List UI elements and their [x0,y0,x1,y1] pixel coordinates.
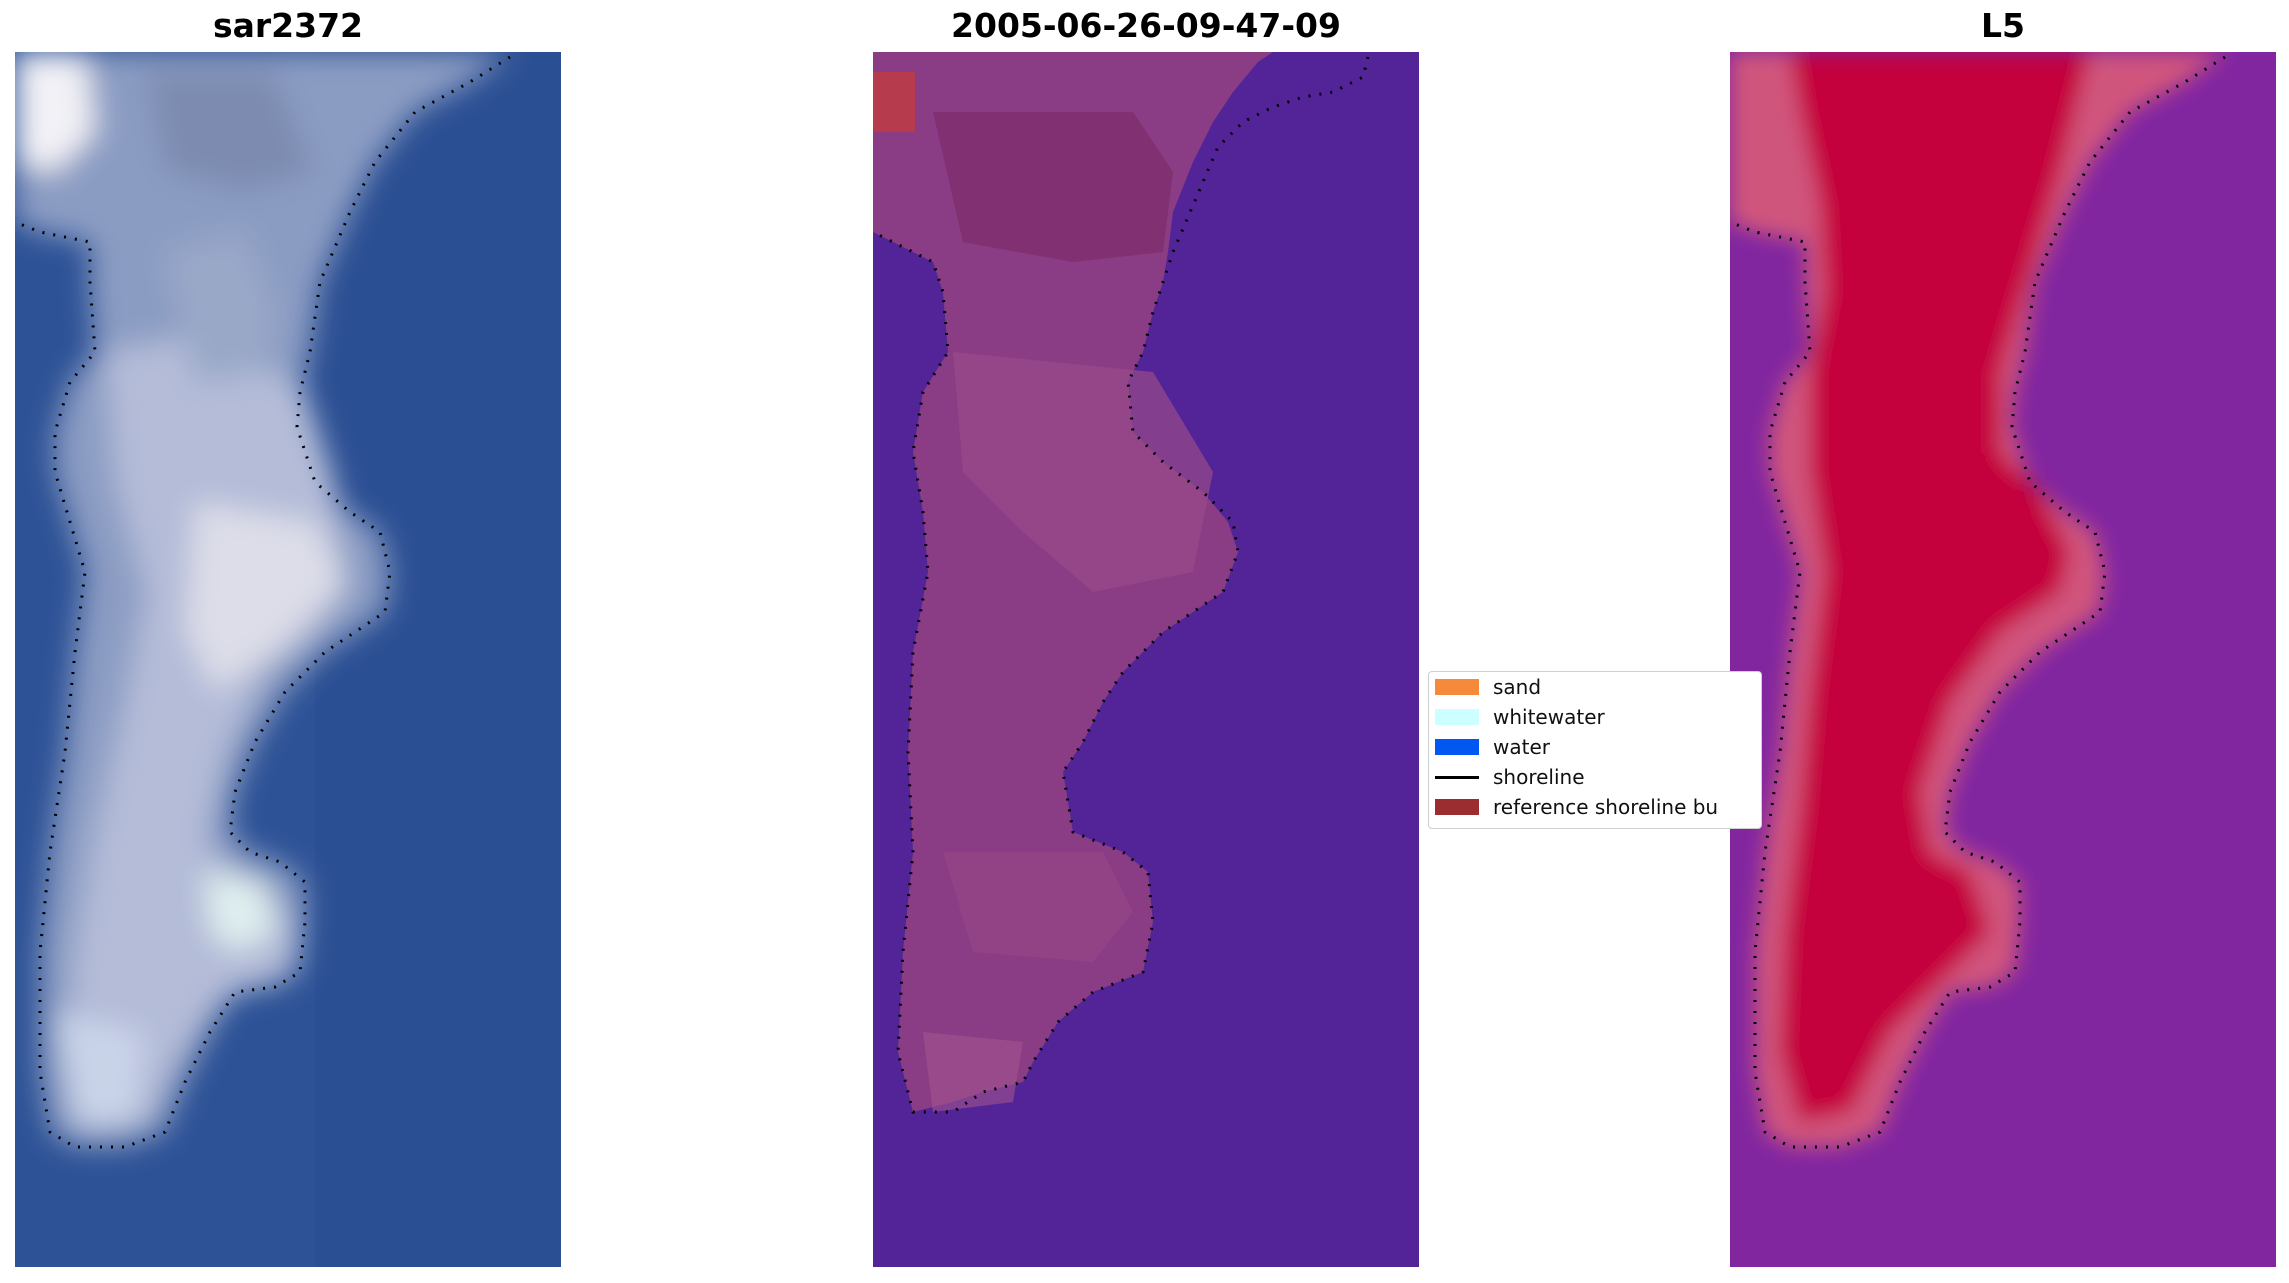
panel-title-2: 2005-06-26-09-47-09 [951,6,1341,45]
legend-label-shoreline: shoreline [1493,765,1585,789]
legend: sand whitewater water shoreline referenc… [1428,671,1762,829]
legend-item-water: water [1435,732,1550,762]
legend-label-reference-shoreline: reference shoreline bu [1493,795,1719,819]
panel-title-1: sar2372 [212,6,364,45]
legend-label-whitewater: whitewater [1493,705,1605,729]
legend-swatch-whitewater [1435,709,1479,725]
legend-swatch-sand [1435,679,1479,695]
legend-swatch-reference-shoreline [1435,799,1479,815]
panel-image-rgb [15,52,561,1267]
legend-label-water: water [1493,735,1550,759]
legend-item-whitewater: whitewater [1435,702,1605,732]
legend-item-reference-shoreline: reference shoreline bu [1435,792,1718,822]
legend-swatch-water [1435,739,1479,755]
legend-item-shoreline: shoreline [1435,762,1585,792]
legend-swatch-shoreline [1435,775,1479,779]
panel-image-classified [873,52,1419,1267]
panel-title-3: L5 [1981,6,2025,45]
legend-item-sand: sand [1435,672,1541,702]
legend-label-sand: sand [1493,675,1542,699]
panel-image-index [1730,52,2276,1267]
